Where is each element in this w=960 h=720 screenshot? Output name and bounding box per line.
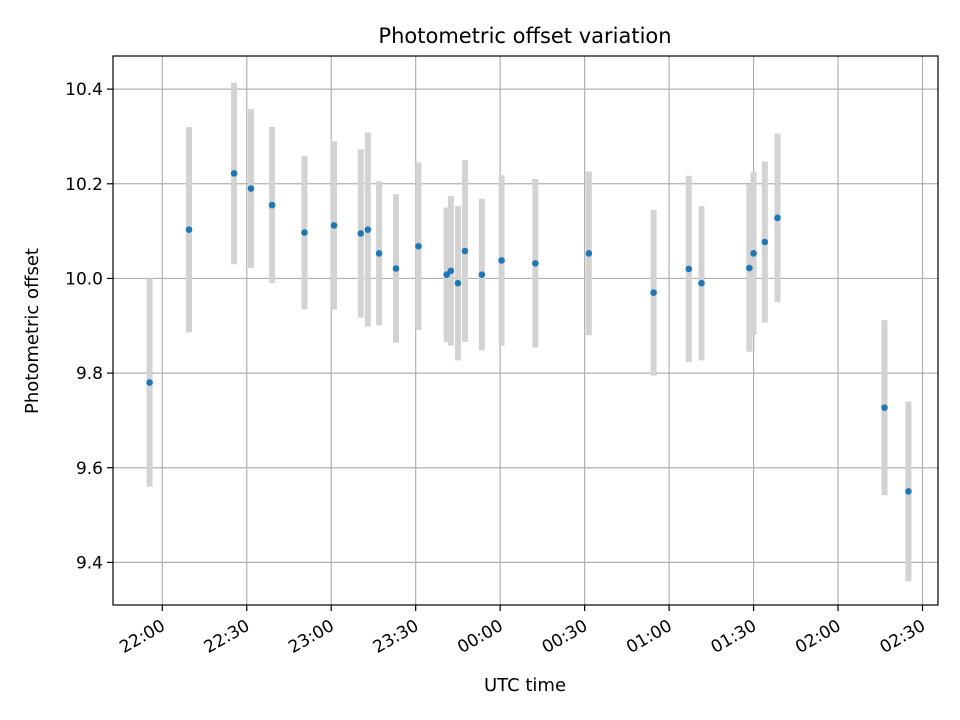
data-point: [761, 238, 769, 246]
data-point: [364, 226, 372, 233]
data-point: [185, 226, 193, 233]
data-point: [392, 265, 400, 272]
x-tick-label: 22:00: [116, 616, 168, 658]
y-tick-label: 9.6: [76, 459, 103, 479]
data-point: [881, 404, 888, 411]
x-tick-label: 02:30: [877, 616, 929, 658]
data-point: [746, 264, 753, 272]
axis-ticks: 22:00 22:30 23:00 23:30 00:00 00:30 01:00 01:30…: [65, 80, 929, 658]
data-point: [454, 279, 462, 287]
x-tick-label: 23:30: [370, 616, 422, 658]
x-tick-label: 22:30: [201, 616, 253, 658]
y-tick-label: 9.4: [76, 553, 103, 573]
x-axis-label: UTC time: [484, 675, 566, 696]
plot-frame: [112, 55, 939, 606]
data-point: [230, 170, 238, 177]
data-point: [268, 201, 276, 209]
data-point: [698, 279, 705, 287]
error-bars: [146, 82, 912, 582]
data-point: [498, 257, 505, 264]
y-axis-label: Photometric offset: [22, 248, 43, 414]
x-tick-label: 00:30: [539, 616, 591, 658]
data-point: [146, 379, 153, 386]
data-point: [685, 265, 693, 273]
data-point: [461, 247, 469, 255]
y-tick-label: 10.4: [65, 80, 103, 100]
data-point: [447, 267, 455, 275]
x-tick-label: 01:00: [623, 616, 675, 658]
chart-title: Photometric offset variation: [378, 24, 671, 48]
data-point: [650, 289, 657, 296]
data-point: [247, 185, 255, 192]
data-point: [750, 250, 757, 257]
y-tick-label: 10.2: [65, 175, 103, 195]
x-tick-label: 02:00: [792, 616, 844, 658]
data-point: [330, 222, 338, 229]
data-point: [478, 271, 486, 278]
data-point: [375, 250, 383, 257]
data-point: [443, 271, 450, 278]
data-point: [774, 214, 781, 222]
data-point: [905, 488, 912, 495]
data-point: [532, 259, 539, 267]
x-tick-label: 00:00: [454, 616, 506, 658]
data-point: [301, 229, 308, 236]
y-tick-label: 10.0: [65, 269, 103, 289]
data-point: [585, 250, 593, 257]
data-points: [146, 170, 912, 495]
data-point: [415, 242, 422, 250]
y-tick-label: 9.8: [76, 364, 103, 384]
data-point: [357, 230, 365, 237]
x-tick-label: 23:00: [285, 616, 337, 658]
x-tick-label: 01:30: [708, 616, 760, 658]
